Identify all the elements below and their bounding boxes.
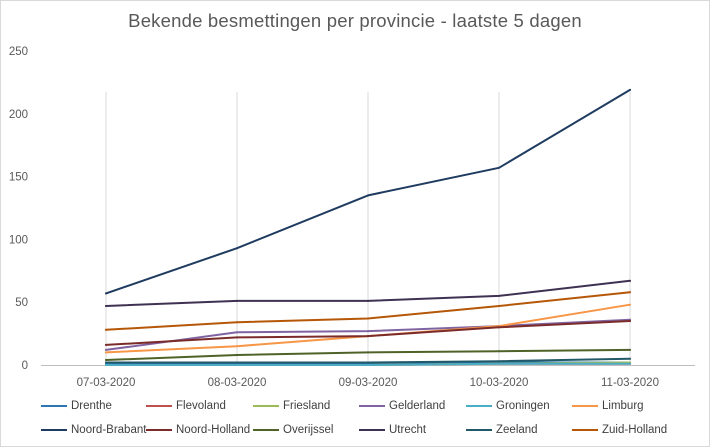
data-point-utrecht [236, 299, 238, 302]
legend-item-gelderland: Gelderland [359, 398, 445, 414]
legend-swatch [572, 429, 598, 431]
data-point-noord-brabant [236, 247, 238, 250]
data-point-overijssel [236, 353, 238, 356]
y-tick-label: 100 [9, 234, 28, 246]
data-point-zeeland [105, 361, 107, 364]
legend-item-noord-holland: Noord-Holland [146, 422, 250, 438]
data-point-groningen [629, 362, 631, 365]
data-point-groningen [367, 364, 369, 366]
x-tick-label: 10-03-2020 [470, 377, 529, 389]
data-point-overijssel [105, 358, 107, 361]
data-point-groningen [236, 364, 238, 366]
legend-swatch [466, 405, 492, 407]
data-point-gelderland [236, 331, 238, 334]
legend-swatch [253, 429, 279, 431]
data-point-zuid-holland [367, 317, 369, 320]
data-point-zuid-holland [105, 328, 107, 331]
data-point-groningen [105, 364, 107, 366]
data-point-overijssel [629, 348, 631, 351]
y-tick-label: 150 [9, 172, 28, 184]
data-point-zeeland [236, 361, 238, 364]
data-point-overijssel [498, 350, 500, 353]
legend-item-limburg: Limburg [572, 398, 644, 414]
data-point-limburg [105, 351, 107, 354]
y-tick-label: 200 [9, 109, 28, 121]
data-point-zuid-holland [629, 291, 631, 294]
y-tick-label: 250 [9, 46, 28, 58]
legend-swatch [253, 405, 279, 407]
legend-label: Noord-Brabant [71, 424, 147, 436]
legend-swatch [41, 429, 67, 431]
legend-swatch [146, 405, 172, 407]
legend-label: Zuid-Holland [602, 424, 668, 436]
data-point-overijssel [367, 351, 369, 354]
data-point-gelderland [105, 348, 107, 351]
data-point-noord-holland [629, 320, 631, 323]
legend-label: Friesland [283, 400, 331, 412]
legend-item-zuid-holland: Zuid-Holland [572, 422, 667, 438]
data-point-noord-brabant [367, 194, 369, 197]
data-point-utrecht [105, 304, 107, 307]
legend-item-zeeland: Zeeland [466, 422, 538, 438]
legend-label: Utrecht [389, 424, 427, 436]
legend-swatch [359, 429, 385, 431]
data-point-zuid-holland [498, 304, 500, 307]
legend-item-flevoland: Flevoland [146, 398, 226, 414]
x-tick-label: 09-03-2020 [339, 377, 398, 389]
legend-swatch [146, 429, 172, 431]
data-point-noord-holland [498, 326, 500, 329]
legend-label: Groningen [496, 400, 550, 412]
data-point-noord-brabant [629, 88, 631, 91]
legend-item-utrecht: Utrecht [359, 422, 426, 438]
legend-swatch [359, 405, 385, 407]
data-point-zeeland [498, 360, 500, 363]
data-point-utrecht [498, 294, 500, 297]
legend-label: Noord-Holland [176, 424, 251, 436]
data-point-utrecht [629, 279, 631, 282]
data-point-noord-holland [105, 343, 107, 346]
legend-label: Drenthe [71, 400, 112, 412]
y-tick-label: 50 [15, 297, 28, 309]
chart-title: Bekende besmettingen per provincie - laa… [128, 10, 582, 31]
legend-label: Limburg [602, 400, 644, 412]
data-point-groningen [498, 362, 500, 365]
data-point-zeeland [367, 361, 369, 364]
data-point-noord-holland [236, 336, 238, 339]
legend-item-groningen: Groningen [466, 398, 550, 414]
legend-item-overijssel: Overijssel [253, 422, 333, 438]
legend-label: Zeeland [496, 424, 538, 436]
legend-label: Flevoland [176, 400, 226, 412]
legend-label: Gelderland [389, 400, 446, 412]
x-tick-label: 11-03-2020 [601, 377, 659, 389]
x-tick-label: 08-03-2020 [208, 377, 267, 389]
legend-item-friesland: Friesland [253, 398, 330, 414]
legend-item-noord-brabant: Noord-Brabant [41, 422, 146, 438]
data-point-noord-holland [367, 335, 369, 338]
data-point-limburg [236, 345, 238, 348]
data-point-utrecht [367, 299, 369, 302]
legend-swatch [572, 405, 598, 407]
data-point-noord-brabant [105, 292, 107, 295]
legend-label: Overijssel [283, 424, 334, 436]
legend-item-drenthe: Drenthe [41, 398, 112, 414]
data-point-noord-brabant [498, 166, 500, 169]
data-point-zuid-holland [236, 321, 238, 324]
data-point-gelderland [367, 330, 369, 333]
legend-swatch [466, 429, 492, 431]
y-tick-label: 0 [22, 360, 28, 372]
x-tick-label: 07-03-2020 [77, 377, 136, 389]
data-point-zeeland [629, 357, 631, 360]
data-point-limburg [629, 303, 631, 306]
legend-swatch [41, 405, 67, 407]
